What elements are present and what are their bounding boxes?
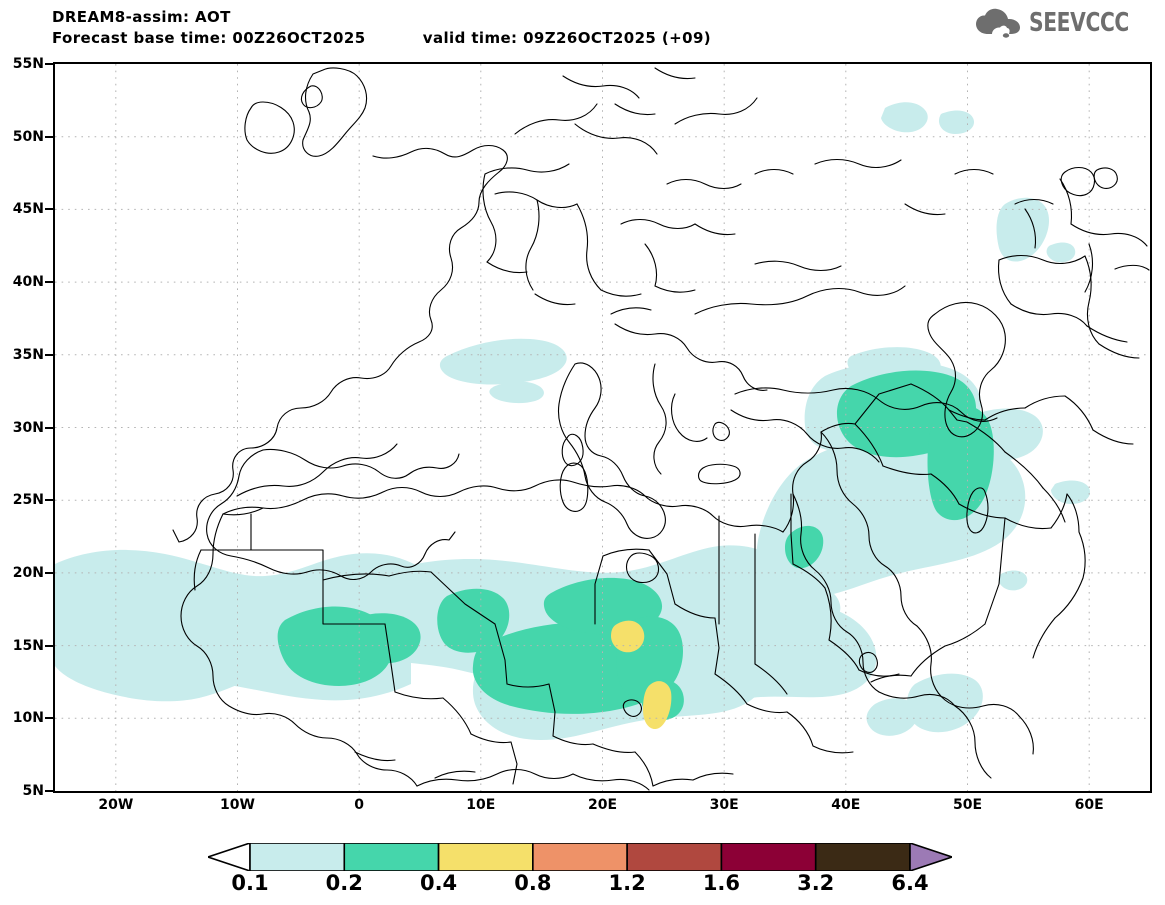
colorbar [208,843,952,871]
geography-layer [172,67,1150,791]
header-text-block: DREAM8-assim: AOT Forecast base time: 00… [52,8,711,47]
colorbar-labels: 0.1 0.2 0.4 0.8 1.2 1.6 3.2 6.4 [208,871,952,901]
colorbar-tick-label: 0.2 [325,871,363,895]
colorbar-band [437,843,534,871]
logo-text: SEEVCCC [1028,8,1129,38]
x-axis-tick-label: 40E [831,797,861,813]
colorbar-tick-label: 0.8 [514,871,552,895]
colorbar-left-arrow [208,843,251,871]
gridlines-layer [55,64,1150,791]
y-axis-tick-label: 45N [12,201,44,218]
cloud-icon [975,8,1020,38]
x-axis-tick-label: 60E [1074,797,1104,813]
aot-shading-layer [55,102,1091,740]
colorbar-right-arrow [909,843,952,871]
y-axis-tick-mark [45,135,53,138]
colorbar-tick-label: 1.6 [702,871,741,895]
base-time-label: Forecast base time: [52,29,227,47]
colorbar-band [532,843,628,871]
y-axis-tick-label: 30N [12,419,44,436]
y-axis-tick-label: 25N [12,492,44,509]
y-axis-tick-mark [45,426,53,429]
map-plot-area [53,62,1152,793]
colorbar-band [720,843,817,871]
y-axis-tick-mark [45,63,53,65]
y-axis-tick-mark [45,353,53,356]
colorbar-band [249,843,346,871]
model-title: DREAM8-assim: AOT [52,8,231,26]
y-axis-tick-mark [45,790,53,792]
y-axis-tick-label: 5N [22,783,44,799]
x-axis-tick-label: 20E [587,797,618,813]
x-axis-tick-label: 10E [466,797,496,813]
seevccc-logo: SEEVCCC [975,8,1157,38]
y-axis-tick-mark [45,571,53,574]
time-info-line: Forecast base time: 00Z26OCT2025 valid t… [52,29,711,47]
map-canvas [55,64,1150,791]
colorbar-band [814,843,911,871]
base-time-value: 00Z26OCT2025 [232,29,366,47]
y-axis-tick-label: 35N [12,346,44,363]
y-axis-tick-mark [45,208,53,211]
colorbar-tick-label: 3.2 [797,871,835,895]
y-axis-tick-label: 15N [12,637,44,654]
y-axis-tick-label: 50N [12,128,44,145]
y-axis-tick-mark [45,717,53,720]
colorbar-tick-label: 6.4 [891,871,929,895]
x-axis-tick-label: 0 [354,797,365,813]
colorbar-band [343,843,440,871]
x-axis-tick-label: 20W [98,797,134,813]
valid-time-label: valid time: [422,29,518,47]
colorbar-swatches [208,843,952,871]
y-axis-tick-mark [45,499,53,502]
y-axis-tick-mark [45,644,53,647]
x-axis-tick-label: 10W [220,797,255,813]
colorbar-band [626,843,723,871]
x-axis-tick-label: 50E [952,797,983,813]
y-axis-tick-label: 20N [12,564,44,581]
colorbar-tick-label: 0.4 [419,871,458,895]
colorbar-tick-label: 1.2 [608,871,646,895]
y-axis-tick-label: 40N [12,274,44,291]
x-axis-tick-label: 30E [709,797,739,813]
y-axis-tick-mark [45,281,53,284]
valid-time-value: 09Z26OCT2025 (+09) [523,29,712,47]
y-axis-tick-label: 10N [12,710,44,727]
y-axis-tick-label: 55N [12,56,44,72]
colorbar-tick-label: 0.1 [231,871,269,895]
